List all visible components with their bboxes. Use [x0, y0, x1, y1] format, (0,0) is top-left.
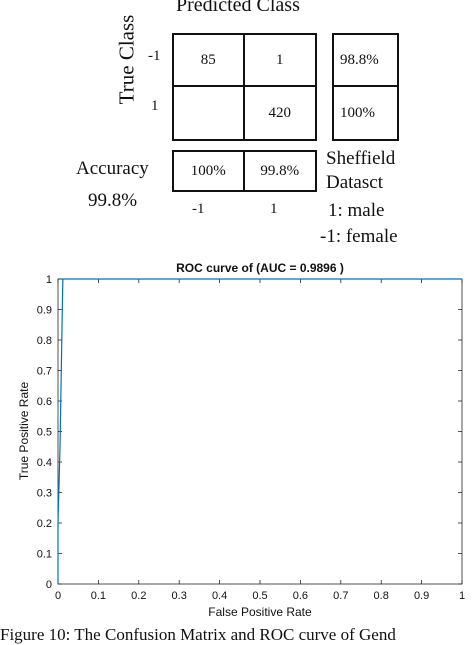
x-tick-label: 0.4	[212, 590, 227, 602]
cm-cell-tr: 1	[244, 35, 315, 87]
y-tick-label: 0.3	[37, 488, 52, 500]
cm-col-label-neg1: -1	[192, 201, 205, 217]
cm-cell-br: 420	[245, 87, 316, 139]
cm-row-accuracy-top: 98.8%	[334, 35, 397, 87]
accuracy-value: 99.8%	[88, 190, 138, 211]
y-axis-label: True Positive Rate	[17, 382, 31, 481]
cm-cell-value: 420	[268, 104, 292, 121]
y-tick-label: 0.9	[37, 305, 52, 317]
cm-col-accuracy-left: 100%	[174, 152, 245, 190]
x-tick-label: 0.9	[414, 590, 429, 602]
dataset-class-male: 1: male	[328, 200, 385, 221]
cm-title: Predicted Class	[176, 0, 300, 16]
x-tick-label: 0.7	[333, 590, 348, 602]
cm-cell-value: 1	[276, 51, 284, 68]
x-tick-label: 0.3	[172, 590, 187, 602]
cm-cell-bl	[174, 87, 245, 139]
y-tick-label: 0.6	[37, 396, 52, 408]
series-group	[57, 278, 462, 584]
roc-title: ROC curve of (AUC = 0.9896 )	[176, 261, 344, 275]
x-tick-label: 1	[459, 590, 465, 602]
roc-chart: ROC curve of (AUC = 0.9896 ) 0 0.1 0.2 0.3 0…	[17, 261, 465, 619]
confusion-matrix-grid: 85 1 420	[172, 33, 317, 141]
accuracy-label: Accuracy	[76, 158, 149, 179]
plot-area	[57, 278, 463, 585]
y-tick-label: 0.2	[37, 518, 52, 530]
cm-row-label-1: 1	[151, 98, 159, 114]
axis-ticks: 0 0.1 0.2 0.3 0.4 0.5 0.6 0.7 0.8 0.9 1 0 0.1 0.2 0.3 0…	[37, 274, 465, 602]
cm-col-label-1: 1	[270, 201, 278, 217]
cm-row-label-neg1: -1	[148, 48, 161, 64]
cm-row-accuracy-bottom: 100%	[340, 104, 375, 121]
y-tick-label: 0.1	[37, 549, 52, 561]
cm-cell-tl: 85	[174, 35, 245, 87]
x-tick-label: 0.5	[252, 590, 267, 602]
cm-col-accuracy-right: 99.8%	[260, 162, 300, 179]
x-tick-label: 0.1	[91, 590, 106, 602]
x-axis-label: False Positive Rate	[208, 605, 312, 619]
y-tick-label: 0.8	[37, 335, 52, 347]
x-tick-label: 0.6	[293, 590, 308, 602]
x-tick-label: 0	[55, 590, 61, 602]
figure-caption: Figure 10: The Confusion Matrix and ROC …	[0, 625, 396, 644]
roc-curve-line	[57, 278, 462, 584]
y-tick-label: 0.4	[37, 457, 52, 469]
cm-row-accuracy-box: 98.8% 100%	[332, 33, 399, 141]
y-tick-label: 1	[46, 274, 52, 286]
cm-true-class-label: True Class	[114, 14, 139, 105]
y-tick-label: 0.7	[37, 366, 52, 378]
dataset-name-line2: Datasct	[326, 172, 383, 193]
cm-col-accuracy-box: 100% 99.8%	[172, 150, 317, 192]
cm-cell-value: 85	[200, 51, 216, 68]
x-tick-label: 0.2	[131, 590, 146, 602]
y-tick-label: 0.5	[37, 427, 52, 439]
dataset-class-female: -1: female	[320, 226, 398, 247]
y-tick-label: 0	[46, 579, 52, 591]
dataset-name-line1: Sheffield	[326, 148, 396, 169]
x-tick-label: 0.8	[374, 590, 389, 602]
